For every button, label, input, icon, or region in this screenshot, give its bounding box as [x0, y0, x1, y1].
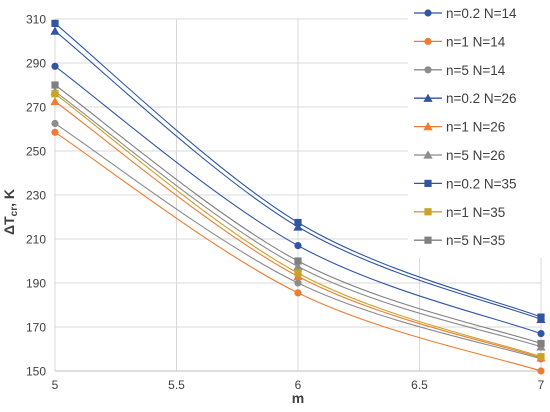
- data-point: [294, 242, 302, 250]
- data-point: [537, 367, 545, 375]
- data-point: [537, 353, 545, 361]
- data-point: [537, 330, 545, 338]
- y-tick-label: 290: [26, 57, 46, 71]
- legend-swatch-marker: [424, 37, 432, 46]
- legend-entry-label: n=5 N=35: [446, 233, 505, 248]
- y-axis-label: ΔTcr, K: [1, 189, 20, 235]
- legend-entry-label: n=5 N=26: [446, 148, 505, 163]
- y-axis-label-unit: , K: [1, 189, 17, 207]
- series-lines: [50, 19, 546, 375]
- legend-entry-label: n=0.2 N=26: [446, 91, 517, 106]
- legend-swatch-marker: [424, 66, 432, 74]
- series-1: [51, 128, 545, 375]
- legend: n=0.2 N=14 n=1 N=14 n=5 N=14 n=0.2 N=26 n=1 …: [408, 0, 550, 258]
- data-point: [51, 90, 59, 98]
- y-tick-label: 230: [26, 189, 46, 203]
- legend-entry-label: n=0.2 N=35: [446, 176, 517, 191]
- legend-swatch-marker: [423, 93, 433, 102]
- data-point: [537, 339, 545, 348]
- data-point: [51, 128, 59, 136]
- data-point: [51, 119, 59, 128]
- legend-entry-label: n=0.2 N=14: [446, 6, 517, 21]
- data-point: [51, 81, 59, 89]
- y-axis-label-subscript: cr: [9, 207, 20, 217]
- y-tick-label: 170: [26, 321, 46, 335]
- legend-swatch-marker: [424, 179, 432, 187]
- data-point: [294, 279, 302, 287]
- legend-swatch-marker: [424, 9, 432, 17]
- data-point: [51, 62, 59, 70]
- y-tick-label: 270: [26, 101, 46, 115]
- data-point: [293, 261, 303, 271]
- x-tick-label: 6: [295, 378, 302, 392]
- legend-swatch-marker: [423, 122, 433, 131]
- data-point: [294, 257, 302, 265]
- x-tick-labels: 5 5.5 6 6.5 7: [52, 378, 545, 392]
- y-tick-labels: 150 170 190 210 230 250 270 290 310: [26, 13, 46, 379]
- data-point: [537, 313, 545, 321]
- data-point: [294, 289, 302, 297]
- legend-entry-label: n=1 N=14: [446, 34, 506, 49]
- series-0: [51, 62, 545, 338]
- series-6: [51, 19, 545, 321]
- legend-entry-label: n=1 N=35: [446, 205, 505, 220]
- legend-swatch-marker: [424, 208, 432, 216]
- x-tick-label: 5: [52, 378, 59, 392]
- x-tick-label: 6.5: [411, 378, 428, 392]
- data-point: [51, 19, 59, 27]
- series-7: [51, 90, 545, 361]
- data-point: [294, 269, 302, 277]
- y-axis-label-main: ΔT: [1, 216, 17, 235]
- y-tick-label: 310: [26, 13, 46, 27]
- series-8: [51, 81, 545, 348]
- legend-entry-label: n=1 N=26: [446, 120, 505, 135]
- y-tick-label: 150: [26, 365, 46, 379]
- x-axis-label: m: [292, 390, 304, 406]
- data-point: [293, 222, 303, 231]
- y-tick-label: 250: [26, 145, 46, 159]
- data-point: [50, 96, 60, 106]
- data-point: [294, 218, 302, 227]
- legend-entry-label: n=5 N=14: [446, 63, 506, 78]
- y-tick-label: 210: [26, 233, 46, 247]
- legend-swatch-marker: [424, 236, 432, 244]
- y-tick-label: 190: [26, 277, 46, 291]
- legend-swatch-marker: [423, 150, 433, 159]
- data-point: [50, 26, 60, 35]
- x-tick-label: 5.5: [168, 378, 185, 392]
- x-tick-label: 7: [538, 378, 545, 392]
